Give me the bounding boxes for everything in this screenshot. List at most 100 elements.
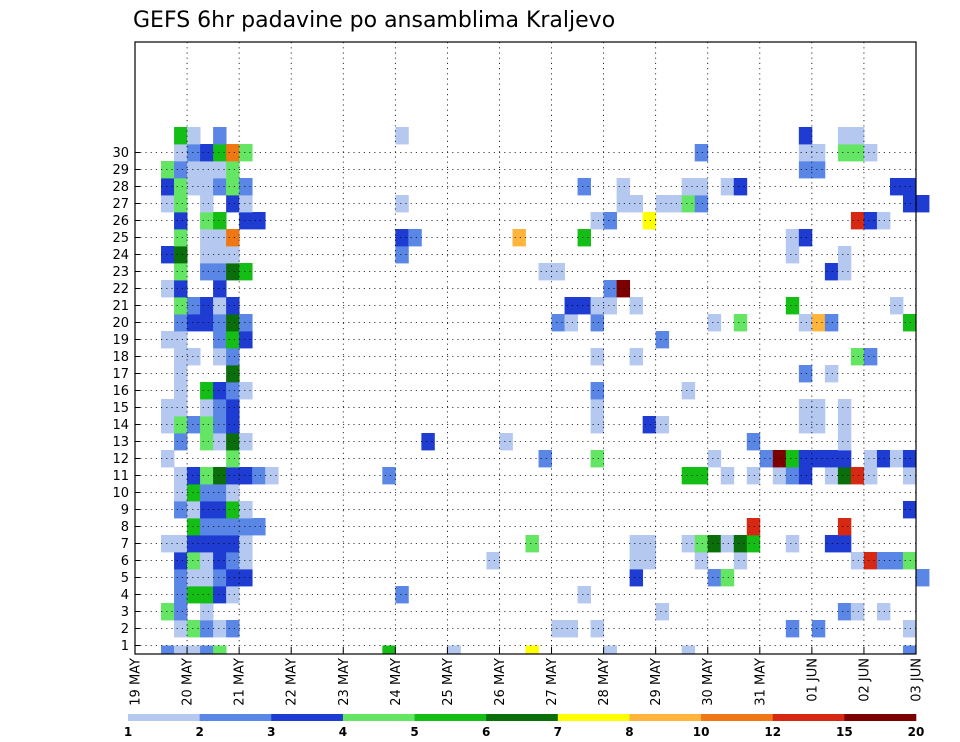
y-tick-label: 10	[112, 486, 129, 501]
heatmap-cell	[187, 620, 201, 638]
heatmap-cell	[850, 552, 865, 570]
heatmap-cell	[213, 144, 227, 162]
heatmap-cell	[837, 535, 852, 553]
heatmap-cell	[902, 501, 917, 519]
heatmap-cell	[213, 161, 227, 179]
heatmap-cell	[811, 161, 826, 179]
heatmap-cell	[200, 467, 214, 485]
heatmap-cell	[174, 484, 188, 502]
heatmap-cell	[681, 467, 696, 485]
heatmap-cell	[213, 314, 227, 332]
heatmap-cell	[564, 314, 578, 332]
heatmap-cell	[889, 178, 904, 196]
y-tick-label: 30	[112, 146, 129, 161]
heatmap-cell	[655, 416, 670, 434]
heatmap-cell	[213, 331, 227, 349]
heatmap-cell	[200, 212, 214, 230]
heatmap-cell	[174, 246, 188, 264]
heatmap-cell	[395, 246, 409, 264]
heatmap-cell	[785, 229, 800, 247]
heatmap-cell	[161, 399, 175, 417]
heatmap-cell	[161, 331, 175, 349]
heatmap-cell	[213, 382, 227, 400]
heatmap-cell	[681, 645, 696, 655]
heatmap-cell	[863, 450, 878, 468]
heatmap-cell	[798, 161, 813, 179]
heatmap-cell	[590, 450, 604, 468]
x-tick-label: 26 MAY	[493, 658, 508, 706]
heatmap-cell	[785, 297, 800, 315]
heatmap-cell	[213, 620, 227, 638]
heatmap-cell	[824, 450, 839, 468]
colorbar-label: 10	[693, 725, 710, 739]
heatmap-cell	[174, 280, 188, 298]
heatmap-cell	[200, 620, 214, 638]
heatmap-cell	[837, 433, 852, 451]
heatmap-cell	[902, 314, 917, 332]
heatmap-cell	[733, 178, 748, 196]
heatmap-cell	[213, 297, 227, 315]
heatmap-cell	[213, 645, 227, 655]
heatmap-cell	[603, 297, 618, 315]
heatmap-cell	[395, 229, 409, 247]
heatmap-cell	[590, 212, 604, 230]
heatmap-cell	[200, 535, 214, 553]
heatmap-cell	[512, 229, 526, 247]
heatmap-cell	[161, 246, 175, 264]
heatmap-cell	[200, 263, 214, 281]
heatmap-cell	[187, 416, 201, 434]
heatmap-cell	[213, 127, 227, 145]
heatmap-cell	[239, 178, 253, 196]
heatmap-cell	[226, 586, 240, 604]
heatmap-cell	[174, 501, 188, 519]
heatmap-cell	[174, 365, 188, 383]
heatmap-cell	[733, 552, 748, 570]
heatmap-cell	[551, 620, 565, 638]
heatmap-cell	[161, 535, 175, 553]
heatmap-cell	[213, 212, 227, 230]
heatmap-cell	[239, 552, 253, 570]
x-tick-label: 19 MAY	[129, 658, 144, 706]
heatmap-cell	[265, 467, 279, 485]
heatmap-cell	[811, 144, 826, 162]
heatmap-cell	[239, 195, 253, 213]
heatmap-cell	[187, 314, 201, 332]
x-tick-label: 20 MAY	[181, 658, 196, 706]
heatmap-cell	[772, 467, 787, 485]
heatmap-cell	[174, 178, 188, 196]
heatmap-cell	[798, 365, 813, 383]
heatmap-cell	[850, 348, 865, 366]
heatmap-cell	[916, 195, 930, 213]
heatmap-cell	[161, 195, 175, 213]
heatmap-cell	[174, 195, 188, 213]
heatmap-cell	[759, 450, 774, 468]
heatmap-cell	[200, 586, 214, 604]
heatmap-cell	[694, 467, 709, 485]
y-axis: 1234567891011121314151617181920212223242…	[112, 146, 140, 654]
heatmap-cell	[642, 535, 657, 553]
heatmap-cell	[551, 263, 565, 281]
heatmap-cell	[408, 229, 422, 247]
x-tick-label: 02 JUN	[857, 658, 872, 702]
heatmap-cell	[200, 246, 214, 264]
chart-title: GEFS 6hr padavine po ansamblima Kraljevo	[133, 8, 615, 33]
heatmap-cell	[694, 552, 709, 570]
y-tick-label: 7	[121, 537, 129, 552]
heatmap-cell	[226, 467, 240, 485]
heatmap-cell	[603, 645, 618, 655]
heatmap-cell	[200, 399, 214, 417]
heatmap-cell	[395, 586, 409, 604]
y-tick-label: 15	[112, 401, 129, 416]
heatmap-cell	[629, 297, 644, 315]
heatmap-cell	[629, 195, 644, 213]
heatmap-cell	[902, 645, 917, 655]
heatmap-cell	[226, 365, 240, 383]
y-tick-label: 16	[112, 384, 129, 399]
heatmap-cell	[213, 501, 227, 519]
heatmap-cell	[421, 433, 435, 451]
heatmap-cell	[785, 620, 800, 638]
colorbar-label: 12	[764, 725, 781, 739]
heatmap-cell	[213, 467, 227, 485]
heatmap-cell	[590, 297, 604, 315]
heatmap-cell	[213, 399, 227, 417]
